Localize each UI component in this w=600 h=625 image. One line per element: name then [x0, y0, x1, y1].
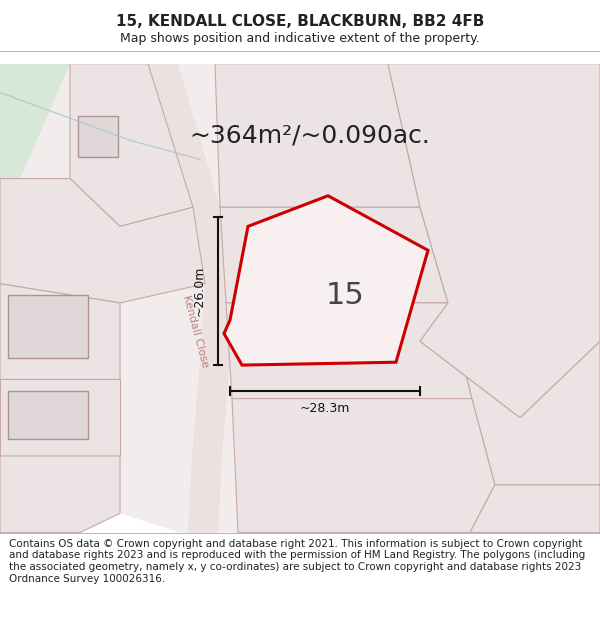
Polygon shape	[220, 208, 448, 303]
Polygon shape	[0, 64, 70, 226]
Polygon shape	[0, 284, 120, 379]
Text: 15, KENDALL CLOSE, BLACKBURN, BB2 4FB: 15, KENDALL CLOSE, BLACKBURN, BB2 4FB	[116, 14, 484, 29]
Polygon shape	[215, 64, 420, 208]
Polygon shape	[0, 179, 205, 303]
Polygon shape	[388, 64, 600, 418]
Polygon shape	[78, 116, 118, 158]
Polygon shape	[0, 456, 120, 532]
Polygon shape	[8, 295, 88, 358]
Text: 15: 15	[326, 281, 364, 310]
Polygon shape	[70, 64, 193, 226]
Polygon shape	[148, 64, 230, 532]
Text: Kendall Close: Kendall Close	[181, 294, 211, 369]
Text: ~364m²/~0.090ac.: ~364m²/~0.090ac.	[190, 124, 430, 148]
Polygon shape	[420, 303, 600, 484]
Polygon shape	[232, 399, 495, 532]
Text: ~28.3m: ~28.3m	[300, 402, 350, 416]
Polygon shape	[0, 64, 600, 532]
Text: ~26.0m: ~26.0m	[193, 266, 206, 316]
Text: Map shows position and indicative extent of the property.: Map shows position and indicative extent…	[120, 32, 480, 45]
Polygon shape	[390, 64, 600, 418]
Text: Contains OS data © Crown copyright and database right 2021. This information is : Contains OS data © Crown copyright and d…	[9, 539, 585, 584]
Polygon shape	[470, 484, 600, 532]
Polygon shape	[224, 196, 428, 365]
Polygon shape	[8, 391, 88, 439]
Polygon shape	[0, 379, 120, 456]
Polygon shape	[226, 303, 472, 399]
